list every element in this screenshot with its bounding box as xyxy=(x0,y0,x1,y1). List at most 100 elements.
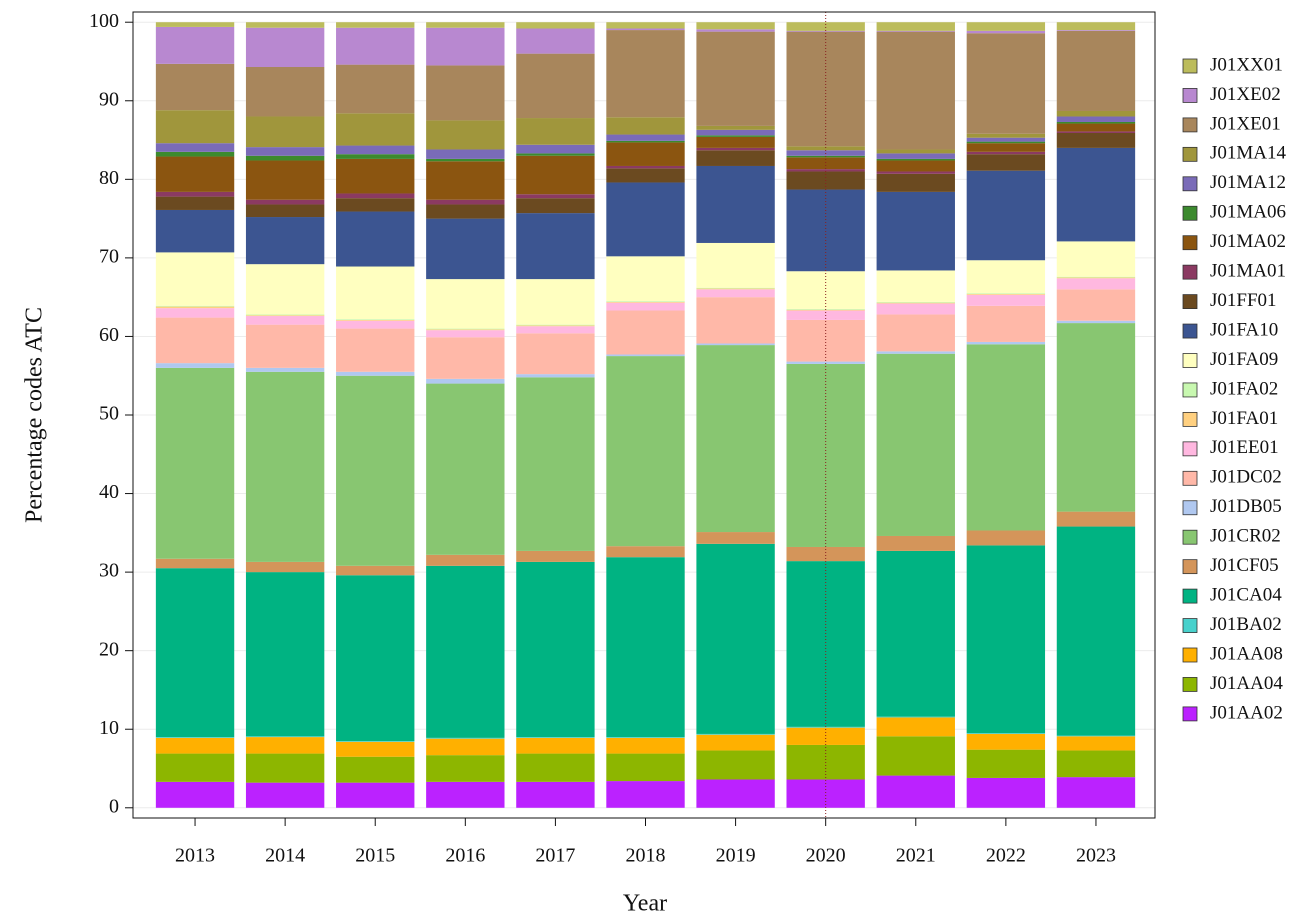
bar-segment xyxy=(1056,750,1136,778)
bar-segment xyxy=(876,775,955,808)
bar-segment xyxy=(155,308,235,318)
bar-segment xyxy=(516,53,595,119)
bar-segment xyxy=(606,781,685,808)
bar-segment xyxy=(966,777,1046,808)
bar-segment xyxy=(336,113,415,146)
bar-segment xyxy=(155,568,235,738)
bar-segment xyxy=(426,120,505,150)
bar-segment xyxy=(606,165,685,169)
bar-segment xyxy=(245,264,325,315)
bar-segment xyxy=(696,345,775,533)
bar-segment xyxy=(245,782,325,808)
legend-label: J01DB05 xyxy=(1210,496,1282,517)
bar-segment xyxy=(696,779,775,808)
legend-swatch xyxy=(1182,146,1198,162)
bar-segment xyxy=(786,361,865,364)
bar-segment xyxy=(876,535,955,551)
bar-segment xyxy=(606,134,685,141)
bar-segment xyxy=(426,781,505,808)
bar-segment xyxy=(966,30,1046,34)
bar-segment xyxy=(606,256,685,302)
bar-segment xyxy=(336,319,415,320)
bar-segment xyxy=(696,343,775,346)
legend-swatch xyxy=(1182,235,1198,251)
bar-segment xyxy=(426,329,505,331)
bar-segment xyxy=(876,31,955,150)
bar-segment xyxy=(516,377,595,551)
bar-segment xyxy=(245,753,325,783)
bar-segment xyxy=(245,736,325,738)
bar-segment xyxy=(966,154,1046,171)
bar-segment xyxy=(516,118,595,145)
bar-segment xyxy=(786,726,865,728)
bar-segment xyxy=(155,252,235,306)
bar-segment xyxy=(336,565,415,576)
legend-swatch xyxy=(1182,382,1198,398)
bar-segment xyxy=(426,383,505,555)
bar-segment xyxy=(155,209,235,253)
bar-segment xyxy=(516,326,595,334)
legend-swatch xyxy=(1182,647,1198,663)
legend-swatch xyxy=(1182,176,1198,192)
bar-segment xyxy=(426,755,505,782)
bar-segment xyxy=(245,217,325,265)
legend-label: J01FF01 xyxy=(1210,290,1277,311)
x-tick-label: 2019 xyxy=(716,845,756,867)
bar-segment xyxy=(966,733,1046,734)
bar-segment xyxy=(876,191,955,271)
bar-segment xyxy=(516,155,595,195)
bar-segment xyxy=(1056,116,1136,122)
bar-segment xyxy=(966,294,1046,306)
bar-segment xyxy=(516,550,595,562)
bar-segment xyxy=(426,161,505,200)
bar-segment xyxy=(786,157,865,170)
bar-segment xyxy=(426,204,505,219)
bar-segment xyxy=(1056,736,1136,751)
bar-segment xyxy=(516,561,595,738)
legend-swatch xyxy=(1182,323,1198,339)
legend-label: J01CF05 xyxy=(1210,555,1279,576)
bar-segment xyxy=(516,737,595,754)
bar-segment xyxy=(786,309,865,311)
bar-segment xyxy=(336,575,415,742)
bar-segment xyxy=(516,753,595,782)
bar-segment xyxy=(606,546,685,558)
bar-segment xyxy=(876,160,955,172)
bar-segment xyxy=(696,147,775,151)
bar-segment xyxy=(786,30,865,32)
bar-segment xyxy=(155,737,235,754)
bar-segment xyxy=(786,22,865,31)
legend-label: J01FA02 xyxy=(1210,378,1278,399)
bar-segment xyxy=(606,354,685,357)
legend-label: J01FA01 xyxy=(1210,408,1278,429)
bar-segment xyxy=(1056,121,1136,124)
bar-segment xyxy=(1056,123,1136,132)
bar-segment xyxy=(606,142,685,166)
bar-segment xyxy=(876,270,955,302)
legend-swatch xyxy=(1182,205,1198,221)
bar-segment xyxy=(966,545,1046,734)
bar-segment xyxy=(516,194,595,199)
bar-segment xyxy=(516,781,595,808)
bar-segment xyxy=(696,543,775,734)
bar-segment xyxy=(426,149,505,159)
plot-frame xyxy=(132,11,1156,819)
legend-swatch xyxy=(1182,353,1198,368)
x-tick-label: 2016 xyxy=(445,845,485,867)
bar-segment xyxy=(245,367,325,372)
bar-segment xyxy=(1056,147,1136,242)
bar-segment xyxy=(155,143,235,152)
bar-segment xyxy=(245,160,325,200)
bar-segment xyxy=(155,317,235,364)
bar-segment xyxy=(876,736,955,776)
bar-segment xyxy=(245,27,325,67)
bar-segment xyxy=(966,151,1046,155)
bar-segment xyxy=(696,297,775,344)
bar-segment xyxy=(155,753,235,782)
bar-segment xyxy=(155,151,235,157)
bar-segment xyxy=(876,353,955,536)
bar-segment xyxy=(966,260,1046,294)
bar-segment xyxy=(426,328,505,330)
bar-segment xyxy=(1056,777,1136,808)
